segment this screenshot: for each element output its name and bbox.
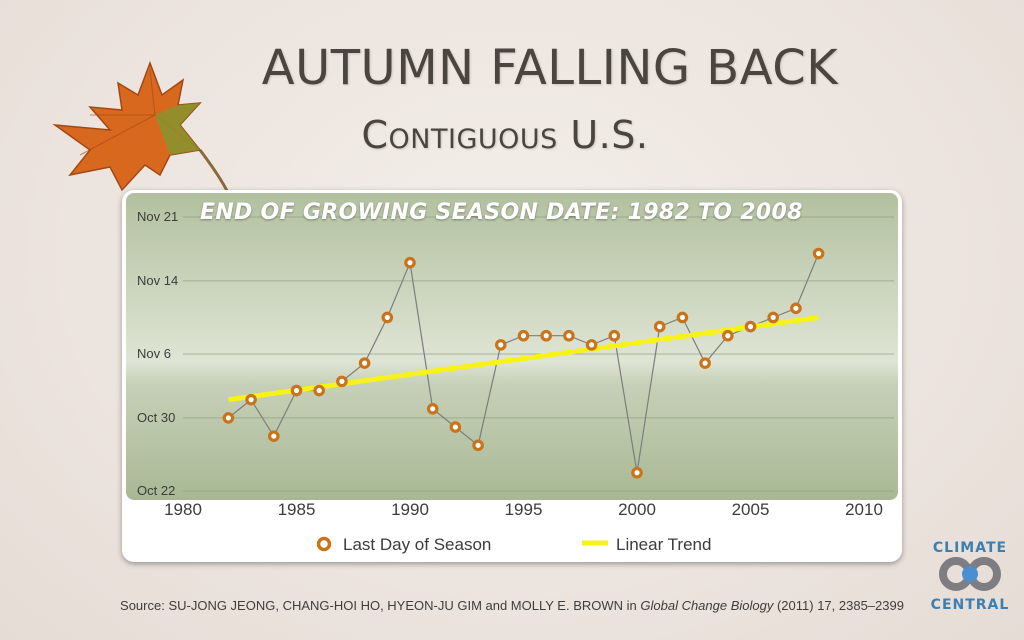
data-point [267,430,280,442]
y-tick-label: Oct 30 [137,410,175,425]
data-point [631,466,643,479]
y-tick-label: Oct 22 [137,483,175,498]
data-point [245,393,257,406]
legend-item-last-day: Last Day of Season [315,535,491,555]
legend-label-last-day: Last Day of Season [343,535,492,554]
data-point [494,339,507,351]
x-tick-label: 2010 [845,500,883,519]
data-point [358,357,371,369]
data-point [812,247,825,260]
data-point [540,329,552,342]
climate-central-logo: CLIMATE CENTRAL [930,540,1010,613]
x-tick-label: 2000 [618,500,656,519]
y-tick-label: Nov 6 [137,346,171,361]
source-citation: Source: SU-JONG JEONG, CHANG-HOI HO, HYE… [120,598,904,613]
y-tick-label: Nov 21 [137,209,178,224]
legend-marker-icon [316,536,332,552]
chart-title: END OF GROWING SEASON DATE: 1982 TO 2008 [200,200,803,225]
journal-name: Global Change Biology [640,598,774,613]
data-point [336,375,348,388]
data-point [313,384,325,397]
data-point [517,329,530,342]
page-subtitle: Contiguous U.S. [361,113,649,157]
data-point [426,402,439,415]
data-point [449,421,462,433]
data-point [608,329,621,342]
data-point [790,302,802,315]
data-point [290,384,303,397]
data-point [653,320,666,333]
data-point [404,256,416,269]
maple-leaf-icon [52,60,235,204]
data-point [563,329,575,342]
data-point [767,311,779,324]
data-point [699,357,711,369]
data-point [744,320,757,333]
x-tick-label: 1990 [391,500,429,519]
logo-rings-icon [939,557,1001,591]
data-point [381,311,394,324]
x-tick-label: 1980 [164,500,202,519]
legend-item-trend: Linear Trend [582,535,711,555]
data-point [472,439,484,452]
x-tick-label: 1995 [505,500,543,519]
data-point [585,339,598,351]
data-point [222,412,235,424]
trend-line [228,314,819,403]
x-tick-label: 2005 [732,500,770,519]
legend-label-trend: Linear Trend [616,535,712,554]
x-tick-label: 1985 [278,500,316,519]
data-point [721,329,734,342]
y-tick-label: Nov 14 [137,273,178,288]
legend-trend-line-icon [582,540,608,546]
data-point [676,311,689,324]
page-title: AUTUMN FALLING BACK [261,40,839,96]
